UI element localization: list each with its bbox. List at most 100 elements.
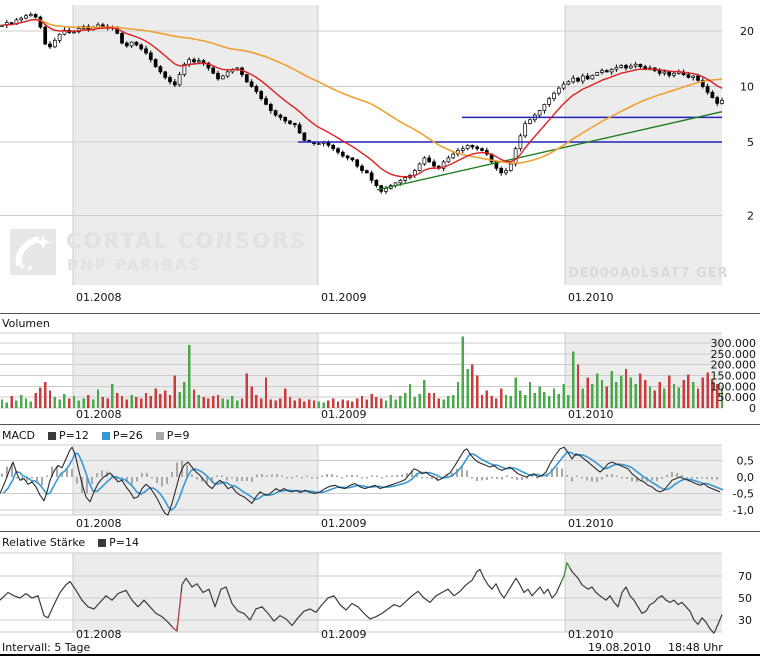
volume-panel-background [72,333,722,408]
candle-body [43,26,48,45]
candle-body [139,44,144,50]
macd-hist-bar [235,477,239,482]
volume-bar [648,386,652,408]
macd-hist-bar [45,475,49,477]
volume-bar [413,397,416,408]
volume-bar [500,388,503,408]
x-tick-label: 01.2009 [321,291,367,304]
volume-bar [548,396,551,408]
macd-hist-bar [75,477,79,484]
volume-bar [591,384,594,408]
volume-bar [284,388,287,408]
candle-body [384,188,388,192]
macd-hist-bar [360,477,364,479]
x-tick-label: 01.2010 [568,628,614,641]
volume-bar [629,377,632,408]
volume-bar [394,399,397,408]
macd-panel-header: MACD P=12 P=26 P=9 [2,429,190,442]
volume-bar [168,395,172,408]
volume-bar [471,364,474,408]
volume-bar [581,388,584,408]
macd-hist-bar [585,477,589,481]
macd-hist-bar [315,477,319,479]
macd-hist-bar [230,477,234,479]
candle-body [508,163,513,171]
volume-bar [639,373,642,408]
volume-bar [620,375,623,408]
macd-hist-bar [295,475,299,477]
x-tick-label: 01.2008 [76,628,122,641]
volume-bar [653,390,656,408]
candle-body [441,161,446,169]
macd-hist-bar [505,475,509,477]
x-tick-label: 01.2009 [321,628,367,641]
macd-hist-bar [650,477,654,481]
macd-hist-bar [435,477,439,481]
volume-bar [615,382,618,408]
volume-bar [720,387,724,408]
candle-body [499,167,504,174]
x-tick-label: 01.2008 [76,408,122,421]
macd-hist-bar [660,477,664,480]
candle-body [475,146,480,150]
macd-hist-bar [500,477,504,480]
candle-body [657,70,662,74]
macd-lines [0,446,724,516]
volume-bar [490,396,493,408]
y-tick-label: 0 [749,402,756,415]
macd-hist-bar [90,477,94,485]
volume-bar [370,393,373,408]
bnp-star-swoosh-icon [15,235,50,271]
volume-panel-title: Volumen [2,317,50,330]
candle-body [134,41,139,46]
macd-hist-bar [40,477,44,486]
volume-bar [221,398,224,408]
volume-bar [144,392,148,408]
volume-bar [5,402,8,408]
macd-hist-bar [335,475,339,477]
candle-body [427,157,432,163]
candle-body [422,157,427,165]
candle-body [211,67,216,74]
volume-bar [658,382,661,408]
macd-panel-title: MACD [2,429,35,442]
volume-bar [15,400,18,408]
brand-watermark-line1: CORTAL CONSORS [66,229,308,253]
candle-body [542,104,547,111]
macd-hist-bar [515,477,519,480]
candle-body [220,75,225,80]
macd-hist-bar [300,477,304,479]
y-tick-label: 30 [738,614,752,627]
volume-bar [356,398,359,408]
y-tick-label: 100.000 [711,380,757,393]
fast-ma-line [1,18,723,178]
volume-bar [644,379,647,408]
macd-hist-bar [260,474,264,477]
macd-hist-bar [195,477,199,480]
volume-bar [365,399,368,408]
volume-bar [125,399,128,408]
candle-body [297,124,302,134]
volume-bar [135,397,138,408]
rsi-legend-p14: P=14 [98,536,139,549]
candle-body [398,179,403,184]
candle-body [638,63,643,68]
volume-bar [442,399,445,408]
macd-hist-bar [465,470,469,477]
candle-body [460,148,465,151]
x-tick-label: 01.2010 [568,291,614,304]
macd-hist-bar [610,473,614,477]
volume-bar [432,392,436,408]
candle-body [619,65,624,68]
macd-hist-bar [350,474,354,477]
candle-body [451,153,456,159]
macd-hist-bar [615,475,619,477]
candle-body [571,77,576,83]
x-tick-label: 01.2010 [568,517,614,530]
x-tick-label: 01.2008 [76,291,122,304]
macd-hist-bar [115,477,119,480]
volume-bar [202,397,205,408]
candle-body [244,74,249,83]
volume-bar [504,395,508,408]
